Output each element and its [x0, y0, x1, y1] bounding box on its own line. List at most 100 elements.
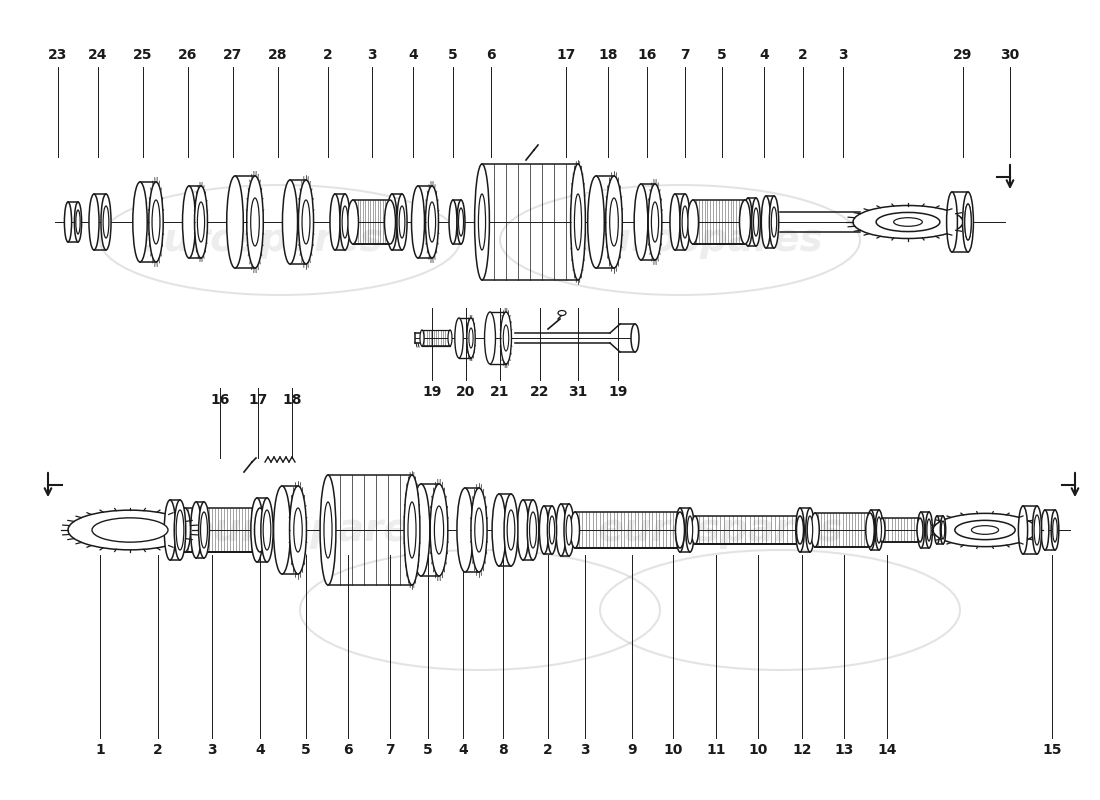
Ellipse shape	[183, 186, 196, 258]
Ellipse shape	[587, 176, 604, 268]
Text: 17: 17	[557, 48, 575, 62]
Ellipse shape	[430, 484, 448, 576]
Text: 7: 7	[385, 743, 395, 757]
Text: 25: 25	[133, 48, 153, 62]
Text: 5: 5	[448, 48, 458, 62]
Ellipse shape	[539, 506, 549, 554]
Ellipse shape	[76, 210, 80, 234]
Ellipse shape	[675, 508, 684, 552]
Text: 23: 23	[48, 48, 68, 62]
Text: 31: 31	[569, 385, 587, 399]
Ellipse shape	[852, 206, 962, 238]
Ellipse shape	[1033, 506, 1042, 554]
Text: 20: 20	[456, 385, 475, 399]
Ellipse shape	[866, 513, 874, 547]
Ellipse shape	[688, 516, 693, 544]
Ellipse shape	[448, 330, 452, 346]
Ellipse shape	[89, 194, 99, 250]
Ellipse shape	[529, 512, 537, 548]
Ellipse shape	[428, 202, 436, 242]
Ellipse shape	[606, 176, 623, 268]
Ellipse shape	[289, 486, 307, 574]
Ellipse shape	[176, 510, 184, 550]
Ellipse shape	[876, 510, 883, 550]
Ellipse shape	[692, 516, 698, 544]
Ellipse shape	[1053, 518, 1057, 542]
Ellipse shape	[631, 324, 639, 352]
Ellipse shape	[133, 182, 147, 262]
Ellipse shape	[340, 194, 350, 250]
Ellipse shape	[324, 502, 332, 558]
Text: 21: 21	[491, 385, 509, 399]
Text: 27: 27	[223, 48, 243, 62]
Ellipse shape	[342, 206, 348, 238]
Ellipse shape	[471, 488, 487, 572]
Text: 26: 26	[178, 48, 198, 62]
Ellipse shape	[571, 164, 585, 280]
Ellipse shape	[92, 518, 168, 542]
Text: 3: 3	[207, 743, 217, 757]
Ellipse shape	[796, 516, 803, 544]
Ellipse shape	[682, 206, 688, 238]
Ellipse shape	[474, 164, 490, 280]
Ellipse shape	[751, 198, 760, 246]
Ellipse shape	[190, 502, 201, 558]
Ellipse shape	[651, 202, 659, 242]
Ellipse shape	[107, 522, 153, 538]
Ellipse shape	[254, 508, 265, 552]
Text: 19: 19	[608, 385, 628, 399]
Ellipse shape	[648, 184, 662, 260]
Ellipse shape	[1019, 506, 1027, 554]
Text: 3: 3	[580, 743, 590, 757]
Ellipse shape	[942, 521, 945, 539]
Ellipse shape	[965, 204, 971, 240]
Ellipse shape	[517, 500, 529, 560]
Ellipse shape	[635, 184, 648, 260]
Ellipse shape	[925, 512, 933, 548]
Text: 15: 15	[1043, 743, 1062, 757]
Ellipse shape	[397, 194, 407, 250]
Ellipse shape	[548, 506, 557, 554]
Ellipse shape	[675, 512, 684, 548]
Ellipse shape	[227, 176, 243, 268]
Ellipse shape	[412, 484, 430, 576]
Ellipse shape	[965, 204, 971, 240]
Ellipse shape	[893, 218, 923, 226]
Text: eurospares: eurospares	[578, 221, 823, 259]
Ellipse shape	[947, 192, 957, 252]
Ellipse shape	[574, 194, 582, 250]
Ellipse shape	[456, 488, 473, 572]
Ellipse shape	[917, 512, 924, 548]
Text: 2: 2	[543, 743, 553, 757]
Ellipse shape	[152, 200, 160, 244]
Ellipse shape	[549, 516, 554, 544]
Ellipse shape	[940, 516, 946, 544]
Ellipse shape	[1052, 510, 1059, 550]
Ellipse shape	[879, 518, 886, 542]
Ellipse shape	[771, 207, 777, 237]
Ellipse shape	[500, 312, 512, 364]
Ellipse shape	[504, 494, 518, 566]
Ellipse shape	[527, 500, 539, 560]
Ellipse shape	[504, 325, 508, 351]
Text: 18: 18	[283, 393, 301, 407]
Ellipse shape	[478, 194, 485, 250]
Ellipse shape	[420, 330, 424, 346]
Ellipse shape	[744, 198, 752, 246]
Ellipse shape	[688, 200, 698, 244]
Ellipse shape	[294, 508, 302, 552]
Ellipse shape	[680, 194, 690, 250]
Ellipse shape	[148, 182, 163, 262]
Text: 8: 8	[498, 743, 508, 757]
Ellipse shape	[807, 516, 813, 544]
Ellipse shape	[330, 194, 340, 250]
Ellipse shape	[103, 206, 109, 238]
Ellipse shape	[454, 318, 463, 358]
Text: 22: 22	[530, 385, 550, 399]
Ellipse shape	[426, 186, 439, 258]
Text: 30: 30	[1000, 48, 1020, 62]
Ellipse shape	[246, 176, 263, 268]
Ellipse shape	[200, 512, 208, 548]
Ellipse shape	[609, 198, 618, 246]
Ellipse shape	[877, 517, 881, 543]
